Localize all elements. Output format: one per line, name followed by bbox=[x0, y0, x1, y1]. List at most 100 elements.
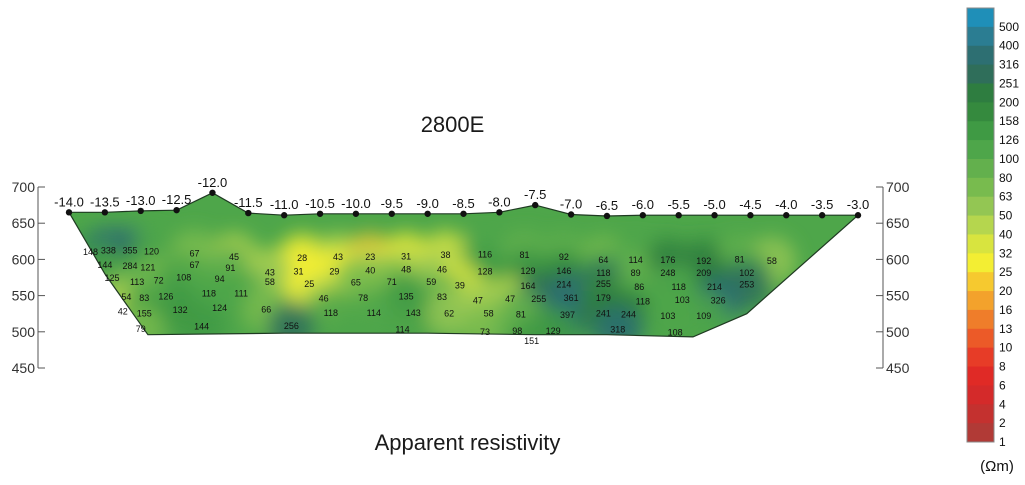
data-label: 144 bbox=[97, 260, 112, 270]
scale-label: 251 bbox=[999, 76, 1019, 90]
data-label: 89 bbox=[631, 268, 641, 278]
electrode-marker bbox=[460, 210, 467, 217]
scale-swatch bbox=[967, 121, 994, 141]
scale-swatch bbox=[967, 140, 994, 160]
right-y-tick-label: 650 bbox=[886, 215, 910, 231]
scale-label: 8 bbox=[999, 360, 1006, 374]
scale-swatch bbox=[967, 215, 994, 235]
data-label: 78 bbox=[358, 293, 368, 303]
data-label: 38 bbox=[441, 250, 451, 260]
data-label: 338 bbox=[101, 246, 116, 256]
data-label: 284 bbox=[122, 261, 137, 271]
scale-label: 4 bbox=[999, 397, 1006, 411]
data-label: 91 bbox=[225, 263, 235, 273]
scale-swatch bbox=[967, 8, 994, 28]
scale-swatch bbox=[967, 45, 994, 66]
data-label: 120 bbox=[144, 246, 159, 256]
data-label: 214 bbox=[556, 280, 571, 290]
data-label: 241 bbox=[596, 309, 611, 319]
data-label: 248 bbox=[660, 268, 675, 278]
data-label: 79 bbox=[136, 324, 146, 334]
scale-label: 25 bbox=[999, 265, 1013, 279]
data-label: 31 bbox=[401, 252, 411, 262]
data-label: 179 bbox=[596, 293, 611, 303]
data-label: 45 bbox=[229, 252, 239, 262]
right-y-tick-label: 600 bbox=[886, 251, 910, 267]
scale-swatch bbox=[967, 234, 994, 254]
resistivity-fill-cell bbox=[378, 305, 427, 337]
electrode-marker bbox=[854, 212, 862, 219]
data-label: 46 bbox=[437, 265, 447, 275]
data-label: 253 bbox=[739, 280, 754, 290]
scale-label: 500 bbox=[999, 20, 1019, 34]
x-tick-label: -12.5 bbox=[162, 192, 192, 207]
scale-label: 80 bbox=[999, 171, 1013, 185]
data-label: 39 bbox=[455, 280, 465, 290]
x-tick-label: -5.5 bbox=[667, 197, 689, 212]
x-tick-label: -12.0 bbox=[198, 175, 228, 190]
x-tick-label: -5.0 bbox=[703, 197, 725, 212]
data-label: 155 bbox=[137, 309, 152, 319]
resistivity-fill-cell bbox=[651, 308, 700, 337]
data-label: 92 bbox=[559, 252, 569, 262]
data-label: 129 bbox=[521, 266, 536, 276]
resistivity-fill-blobs bbox=[69, 226, 796, 337]
scale-swatch bbox=[967, 291, 994, 311]
scale-label: 40 bbox=[999, 227, 1013, 241]
left-y-tick-label: 500 bbox=[12, 324, 36, 340]
data-label: 118 bbox=[202, 288, 216, 298]
data-label: 126 bbox=[158, 291, 173, 301]
scale-swatch bbox=[967, 253, 994, 273]
electrode-marker bbox=[245, 209, 252, 217]
left-y-tick-label: 700 bbox=[12, 179, 36, 195]
x-tick-label: -13.5 bbox=[90, 194, 120, 209]
scale-label: 16 bbox=[999, 303, 1013, 317]
x-tick-label: -11.5 bbox=[234, 195, 263, 210]
x-tick-label: -7.0 bbox=[560, 197, 582, 212]
data-label: 255 bbox=[531, 294, 546, 304]
electrode-marker bbox=[316, 210, 324, 217]
left-y-tick-label: 650 bbox=[12, 215, 36, 231]
resistivity-fill-cell bbox=[306, 288, 355, 337]
data-label: 129 bbox=[546, 326, 561, 336]
data-label: 256 bbox=[284, 321, 299, 331]
scale-label: 32 bbox=[999, 246, 1013, 260]
data-label: 23 bbox=[365, 252, 375, 262]
data-label: 66 bbox=[261, 304, 271, 314]
scale-label: 6 bbox=[999, 378, 1006, 392]
data-label: 111 bbox=[234, 288, 248, 298]
scale-label: 126 bbox=[999, 133, 1019, 147]
scale-swatch bbox=[967, 83, 994, 103]
data-label: 116 bbox=[478, 249, 492, 259]
section-outline bbox=[67, 192, 860, 338]
data-label: 114 bbox=[395, 325, 409, 335]
scale-label: 158 bbox=[999, 114, 1019, 128]
scale-label: 63 bbox=[999, 190, 1013, 204]
data-label: 255 bbox=[596, 279, 611, 289]
data-label: 58 bbox=[767, 256, 777, 266]
scale-swatch bbox=[967, 347, 994, 368]
data-label: 103 bbox=[675, 295, 690, 305]
electrode-marker bbox=[496, 209, 503, 216]
data-label: 118 bbox=[324, 308, 338, 318]
electrode-marker bbox=[173, 206, 180, 214]
scale-label: 10 bbox=[999, 341, 1013, 355]
resistivity-fill-cell bbox=[177, 302, 226, 337]
data-label: 25 bbox=[304, 279, 314, 289]
data-label: 318 bbox=[610, 325, 625, 335]
data-label: 135 bbox=[399, 291, 414, 301]
electrode-marker bbox=[675, 212, 682, 219]
data-label: 46 bbox=[319, 293, 329, 303]
electrode-marker bbox=[280, 212, 288, 219]
data-label: 176 bbox=[660, 255, 675, 265]
data-label: 118 bbox=[596, 268, 610, 278]
electrode-marker bbox=[209, 189, 216, 196]
data-label: 43 bbox=[333, 252, 343, 262]
data-label: 355 bbox=[122, 246, 137, 256]
electrode-marker bbox=[65, 209, 73, 216]
scale-swatch bbox=[967, 196, 994, 217]
scale-swatch bbox=[967, 328, 994, 349]
data-label: 214 bbox=[707, 282, 722, 292]
